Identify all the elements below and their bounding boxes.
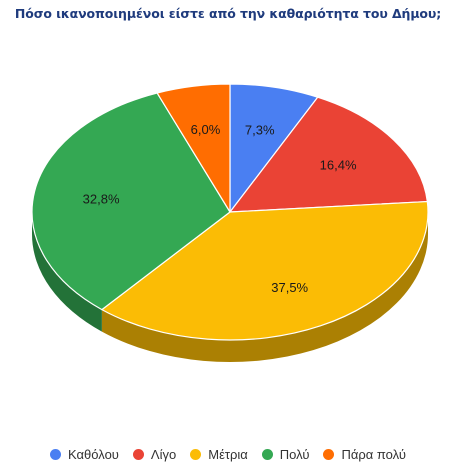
- pie-slices: [31, 83, 429, 341]
- slice-4-Πολύ: [31, 92, 231, 311]
- legend-swatch-1: [50, 449, 62, 460]
- slice-5-value-label: 6,0%: [191, 122, 221, 137]
- slice-3-side: [101, 212, 428, 362]
- legend-swatch-5: [323, 449, 335, 460]
- chart-title: Πόσο ικανοποιημένοι είστε από την καθαρι…: [14, 6, 442, 21]
- legend-item-4: Πολύ: [261, 447, 310, 462]
- pie-side-walls: [32, 212, 428, 362]
- slice-3-value-label: 37,5%: [271, 280, 308, 295]
- legend-label-3: Μέτρια: [208, 447, 248, 462]
- legend-item-2: Λίγο: [132, 447, 177, 462]
- slice-2-value-label: 16,4%: [320, 158, 357, 173]
- slice-2-Λίγο: [229, 96, 428, 213]
- legend-label-2: Λίγο: [150, 447, 177, 462]
- legend-label-1: Καθόλου: [68, 447, 119, 462]
- slice-4-side: [32, 212, 102, 332]
- chart-legend: Καθόλου Λίγο Μέτρια Πολύ Πάρα πολύ: [0, 447, 456, 462]
- slice-3-Μέτρια: [101, 200, 429, 341]
- slice-5-Πάρα πολύ: [156, 83, 231, 213]
- slice-1-value-label: 7,3%: [245, 123, 275, 138]
- pie-labels: 7,3% 16,4% 37,5% 32,8% 6,0%: [83, 122, 357, 295]
- legend-item-1: Καθόλου: [50, 447, 119, 462]
- legend-label-5: Πάρα πολύ: [341, 447, 406, 462]
- legend-swatch-4: [261, 449, 273, 460]
- legend-item-5: Πάρα πολύ: [323, 447, 406, 462]
- legend-item-3: Μέτρια: [190, 447, 248, 462]
- slice-4-value-label: 32,8%: [83, 191, 120, 206]
- legend-swatch-3: [190, 449, 202, 460]
- legend-label-4: Πολύ: [279, 447, 310, 462]
- legend-swatch-2: [132, 449, 144, 460]
